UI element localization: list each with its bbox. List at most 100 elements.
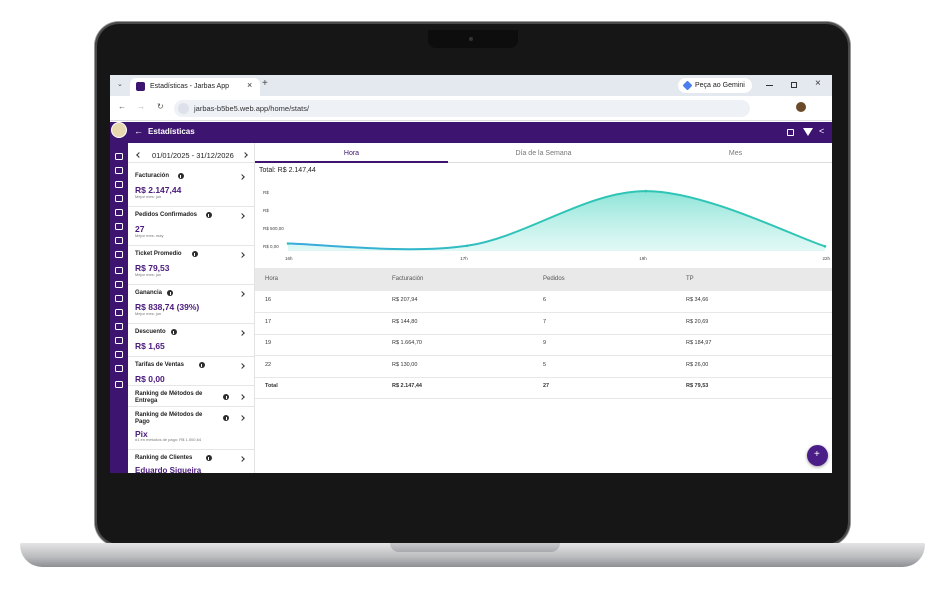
view-tab[interactable]: Hora xyxy=(343,150,360,157)
tab-menu[interactable]: ⌄ xyxy=(117,81,123,88)
row-border xyxy=(255,355,832,356)
reload[interactable]: ↻ xyxy=(157,102,164,111)
table-cell: 5 xyxy=(543,361,547,368)
fab-add[interactable]: + xyxy=(807,445,828,466)
info-icon[interactable] xyxy=(223,394,229,400)
nav-icon[interactable] xyxy=(115,237,123,244)
y-tick-label: R$ 0,00 xyxy=(263,244,279,249)
info-icon[interactable] xyxy=(223,415,229,421)
nav-icon[interactable] xyxy=(115,281,123,288)
nav-icon[interactable] xyxy=(115,365,123,372)
card-expand[interactable] xyxy=(239,394,245,400)
next-range[interactable] xyxy=(242,152,248,158)
header-title: Estadísticas xyxy=(148,127,195,136)
card-value: Pix xyxy=(135,429,148,439)
url: jarbas-b5be5.web.app/home/stats/ xyxy=(194,104,310,113)
site-info[interactable] xyxy=(178,103,189,114)
screen: Estadísticas - Jarbas App × ⌄ + Peça ao … xyxy=(110,75,832,473)
close-window[interactable]: × xyxy=(815,78,821,89)
card-expand[interactable] xyxy=(239,456,245,462)
info-icon[interactable] xyxy=(177,173,184,179)
print-icon[interactable] xyxy=(787,129,794,136)
camera-housing xyxy=(428,30,518,48)
area xyxy=(288,191,825,251)
row-border xyxy=(255,376,832,378)
nav-icon[interactable] xyxy=(115,381,123,388)
prev-range[interactable] xyxy=(136,152,142,158)
table-cell: R$ 79,53 xyxy=(686,383,709,389)
maximize[interactable] xyxy=(791,82,797,88)
view-tab[interactable]: Mes xyxy=(728,150,743,157)
forward[interactable]: → xyxy=(137,102,145,111)
minimize[interactable] xyxy=(766,85,773,86)
table-cell: Total xyxy=(265,383,278,389)
row-border xyxy=(255,333,832,335)
nav-icon[interactable] xyxy=(115,251,123,258)
back[interactable]: ← xyxy=(118,102,126,111)
card-value: 27 xyxy=(135,224,145,234)
card-title: Facturación xyxy=(135,173,170,179)
nav-icon[interactable] xyxy=(115,181,123,188)
nav-icon[interactable] xyxy=(115,337,123,344)
filter-icon[interactable] xyxy=(803,128,813,136)
x-tick-label: 19h xyxy=(639,256,647,261)
table-cell: R$ 26,00 xyxy=(686,361,709,368)
card-expand[interactable] xyxy=(239,291,245,297)
nav-icon[interactable] xyxy=(115,323,123,330)
nav-icon[interactable] xyxy=(115,351,123,358)
address-bar: ← → ↻ jarbas-b5be5.web.app/home/stats/ xyxy=(110,96,832,121)
nav-icon[interactable] xyxy=(115,309,123,316)
info-icon[interactable] xyxy=(191,251,198,257)
nav-icon[interactable] xyxy=(115,195,123,202)
profile-avatar[interactable] xyxy=(796,102,806,112)
point xyxy=(823,245,827,248)
header-back[interactable]: ← xyxy=(134,126,143,136)
tab-close[interactable]: × xyxy=(247,80,253,90)
nav-icon[interactable] xyxy=(115,223,123,230)
table-header-cell: Facturación xyxy=(392,276,424,282)
new-tab[interactable]: + xyxy=(262,78,268,89)
info-icon[interactable] xyxy=(167,290,173,296)
info-icon[interactable] xyxy=(198,362,205,368)
nav-icon[interactable] xyxy=(115,267,123,274)
card-title: Descuento xyxy=(135,329,166,335)
card-expand[interactable] xyxy=(239,213,245,219)
card-value: R$ 79,53 xyxy=(135,263,170,273)
table-cell: R$ 2.147,44 xyxy=(392,383,422,389)
table-cell: R$ 130,00 xyxy=(392,361,418,368)
nav-rail xyxy=(110,143,128,473)
tabs-border xyxy=(255,162,832,163)
card-expand[interactable] xyxy=(239,330,245,336)
card-title: Ranking de Métodos de Entrega xyxy=(135,391,203,404)
card-expand[interactable] xyxy=(239,252,245,258)
y-tick-label: R$ xyxy=(263,190,269,195)
card-expand[interactable] xyxy=(239,174,245,180)
nav-icon[interactable] xyxy=(115,153,123,160)
date-range: 01/01/2025 - 31/12/2026 xyxy=(152,151,234,160)
card-expand[interactable] xyxy=(239,363,245,369)
info-icon[interactable] xyxy=(170,329,177,335)
point xyxy=(465,244,469,248)
view-tab[interactable]: Día de la Semana xyxy=(515,150,572,157)
info-icon[interactable] xyxy=(205,455,212,461)
separator xyxy=(128,162,255,163)
table-cell: 27 xyxy=(543,383,550,389)
url-box[interactable]: jarbas-b5be5.web.app/home/stats/ xyxy=(174,100,750,117)
card-title: Tarifas de Ventas xyxy=(135,362,184,368)
line xyxy=(287,190,826,251)
browser-tab[interactable]: Estadísticas - Jarbas App × xyxy=(130,78,260,96)
table-header xyxy=(255,268,832,291)
share-icon[interactable]: < xyxy=(819,126,825,136)
laptop-notch xyxy=(390,543,560,552)
card-expand[interactable] xyxy=(239,415,245,421)
nav-icon[interactable] xyxy=(115,167,123,174)
gemini-button[interactable]: Peça ao Gemini xyxy=(678,78,752,93)
card-note: #1 en métodos de pago: R$ 1.000,64 xyxy=(135,437,202,442)
y-tick-label: R$ xyxy=(263,208,269,213)
info-icon[interactable] xyxy=(205,212,212,218)
nav-icon[interactable] xyxy=(115,295,123,302)
point xyxy=(644,189,648,193)
separator xyxy=(128,323,255,324)
nav-icon[interactable] xyxy=(115,209,123,216)
